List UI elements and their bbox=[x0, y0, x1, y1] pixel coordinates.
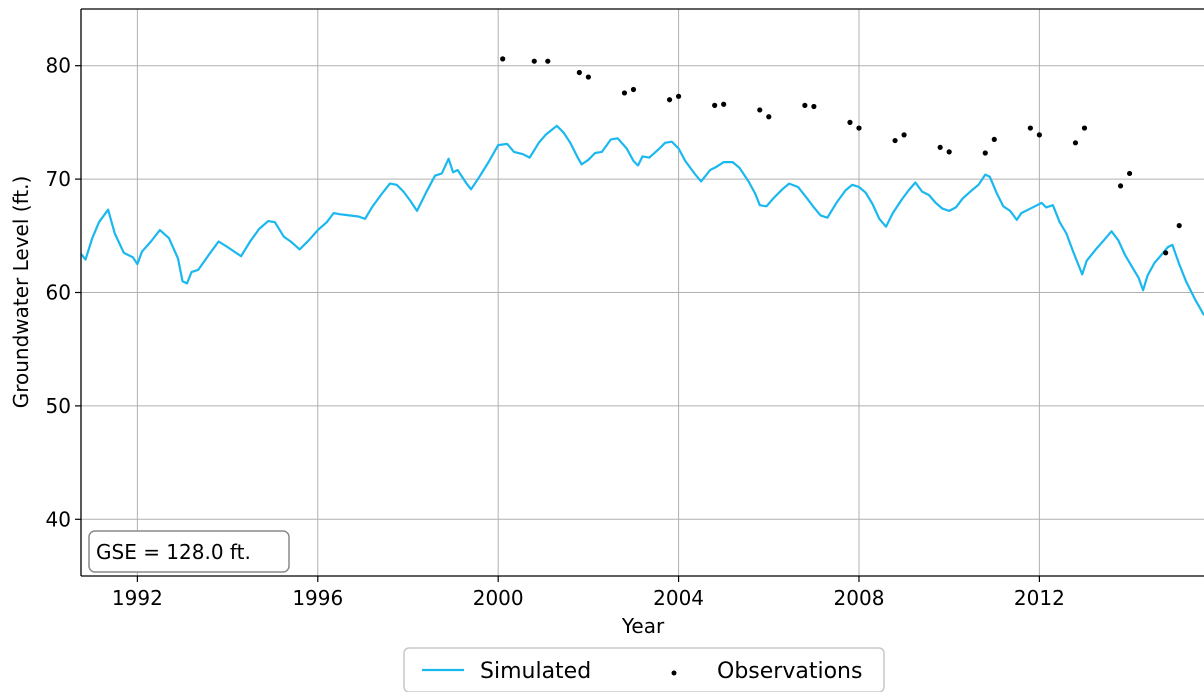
legend-box bbox=[403, 647, 885, 692]
observation-point bbox=[1027, 125, 1033, 131]
gse-annotation-box bbox=[88, 530, 290, 573]
legend-observations-swatch bbox=[671, 670, 677, 676]
observation-point bbox=[856, 125, 862, 131]
x-tick-label: 2000 bbox=[473, 586, 524, 610]
observation-point bbox=[757, 107, 763, 113]
legend-simulated-label: Simulated bbox=[480, 659, 591, 684]
x-tick-label: 1996 bbox=[292, 586, 343, 610]
simulated-series-line bbox=[81, 124, 1204, 316]
observation-point bbox=[666, 97, 673, 103]
y-tick-label: 80 bbox=[46, 54, 71, 78]
observation-point bbox=[847, 119, 853, 125]
x-tick-label: 1992 bbox=[112, 586, 163, 610]
x-tick-label: 2004 bbox=[653, 586, 704, 610]
axis-ticks: 1992 1996 2000 2004 2008 2012 40 50 60 70 80 bbox=[46, 54, 1065, 610]
observation-point bbox=[1163, 250, 1169, 256]
x-axis-label: Year bbox=[621, 614, 665, 638]
observation-point bbox=[982, 150, 988, 156]
observation-point bbox=[630, 86, 637, 93]
observation-point bbox=[1126, 170, 1133, 177]
x-tick-label: 2008 bbox=[834, 586, 885, 610]
observation-point bbox=[1072, 140, 1079, 146]
observation-point bbox=[937, 144, 943, 150]
observation-point bbox=[901, 132, 907, 138]
observation-point bbox=[576, 69, 582, 76]
observation-point bbox=[1176, 222, 1182, 229]
observation-point bbox=[1081, 125, 1088, 131]
y-axis-label: Groundwater Level (ft.) bbox=[9, 176, 33, 409]
observation-point bbox=[892, 137, 898, 144]
gse-annotation: GSE = 128.0 ft. bbox=[88, 530, 290, 573]
observation-point bbox=[991, 136, 997, 143]
observation-point bbox=[545, 58, 551, 64]
observation-point bbox=[712, 102, 718, 108]
legend: Simulated Observations bbox=[403, 647, 885, 692]
plot-data bbox=[81, 56, 1204, 316]
observation-point bbox=[721, 101, 727, 107]
observation-point bbox=[802, 102, 808, 108]
observation-point bbox=[811, 103, 817, 110]
observation-point bbox=[1117, 183, 1124, 189]
observation-point bbox=[1036, 132, 1042, 138]
observation-point bbox=[585, 74, 591, 80]
y-tick-label: 60 bbox=[46, 281, 71, 305]
observation-point bbox=[766, 114, 772, 120]
grid bbox=[81, 9, 1204, 576]
observation-point bbox=[946, 149, 952, 155]
y-tick-label: 40 bbox=[46, 507, 71, 531]
observation-point bbox=[621, 90, 628, 96]
y-tick-label: 50 bbox=[46, 394, 71, 418]
y-tick-label: 70 bbox=[46, 167, 71, 191]
gse-annotation-text: GSE = 128.0 ft. bbox=[96, 540, 251, 564]
observation-point bbox=[500, 56, 506, 62]
observation-point bbox=[531, 58, 537, 64]
x-tick-label: 2012 bbox=[1014, 586, 1065, 610]
legend-observations-label: Observations bbox=[717, 659, 862, 684]
observation-point bbox=[675, 93, 682, 99]
